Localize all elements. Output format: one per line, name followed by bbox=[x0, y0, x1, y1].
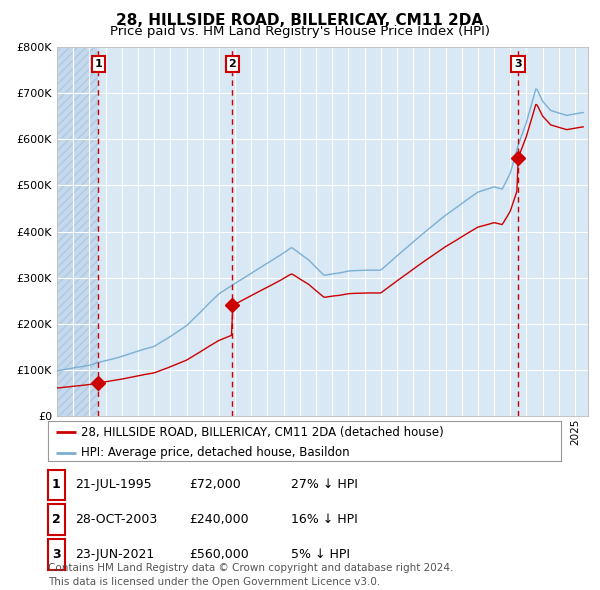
Text: Price paid vs. HM Land Registry's House Price Index (HPI): Price paid vs. HM Land Registry's House … bbox=[110, 25, 490, 38]
Text: 23-JUN-2021: 23-JUN-2021 bbox=[75, 548, 154, 561]
Text: Contains HM Land Registry data © Crown copyright and database right 2024.
This d: Contains HM Land Registry data © Crown c… bbox=[48, 563, 454, 587]
Text: 3: 3 bbox=[514, 59, 522, 69]
Text: 3: 3 bbox=[52, 548, 61, 561]
Text: 28, HILLSIDE ROAD, BILLERICAY, CM11 2DA (detached house): 28, HILLSIDE ROAD, BILLERICAY, CM11 2DA … bbox=[82, 425, 444, 438]
Text: 28, HILLSIDE ROAD, BILLERICAY, CM11 2DA: 28, HILLSIDE ROAD, BILLERICAY, CM11 2DA bbox=[116, 13, 484, 28]
Text: HPI: Average price, detached house, Basildon: HPI: Average price, detached house, Basi… bbox=[82, 446, 350, 459]
Text: 16% ↓ HPI: 16% ↓ HPI bbox=[291, 513, 358, 526]
Bar bbox=[57, 47, 98, 416]
Text: 2: 2 bbox=[229, 59, 236, 69]
Text: 21-JUL-1995: 21-JUL-1995 bbox=[75, 478, 152, 491]
Text: 5% ↓ HPI: 5% ↓ HPI bbox=[291, 548, 350, 561]
Text: £560,000: £560,000 bbox=[189, 548, 249, 561]
Text: 1: 1 bbox=[52, 478, 61, 491]
Text: £240,000: £240,000 bbox=[189, 513, 248, 526]
Text: £72,000: £72,000 bbox=[189, 478, 241, 491]
Text: 2: 2 bbox=[52, 513, 61, 526]
Text: 28-OCT-2003: 28-OCT-2003 bbox=[75, 513, 157, 526]
Text: 1: 1 bbox=[94, 59, 102, 69]
Text: 27% ↓ HPI: 27% ↓ HPI bbox=[291, 478, 358, 491]
